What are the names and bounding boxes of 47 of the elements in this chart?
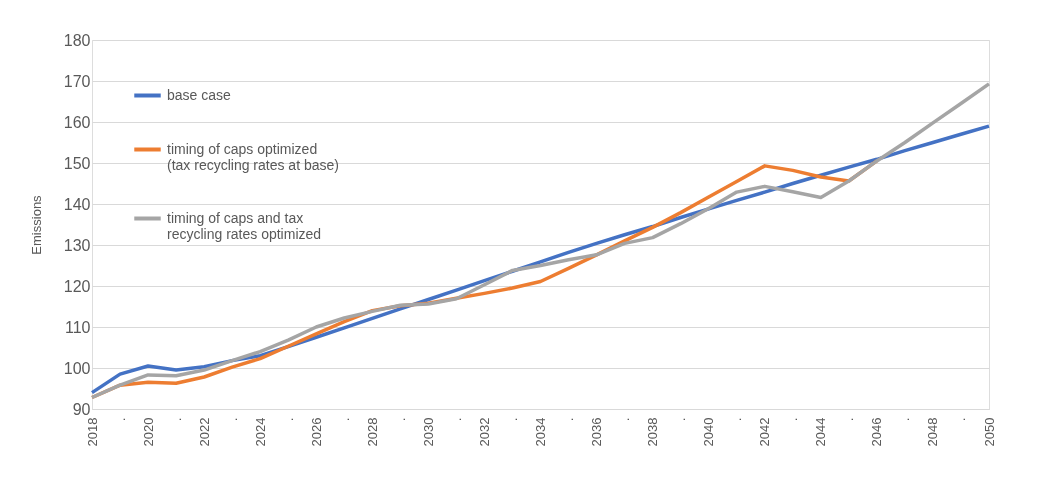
- legend-label: base case: [167, 86, 232, 103]
- legend-label: timing of caps optimized (tax recycling rates at base): [167, 140, 339, 173]
- x-tick-label: 2032: [476, 417, 492, 447]
- x-tick-label: 2030: [420, 417, 436, 447]
- y-tick-label: 160: [63, 113, 91, 131]
- x-tick-label: 2034: [533, 417, 548, 447]
- x-tick-label: 2046: [869, 417, 885, 447]
- x-tick-label: .: [168, 417, 184, 422]
- y-tick-label: 150: [63, 154, 91, 172]
- x-tick-label: 2018: [84, 417, 100, 447]
- y-tick-label: 130: [63, 236, 91, 254]
- x-tick-label: .: [785, 417, 801, 422]
- x-tick-label: 2024: [252, 417, 268, 447]
- x-tick-label: .: [336, 417, 352, 422]
- y-tick-label: 110: [64, 318, 91, 336]
- x-tick-label: .: [617, 417, 633, 422]
- x-tick-label: 2036: [589, 417, 605, 447]
- y-tick-label: 140: [63, 195, 91, 213]
- legend-label: timing of caps and tax recycling rates optimized: [167, 209, 322, 242]
- x-tick-label: .: [504, 417, 520, 422]
- y-tick-label: 90: [72, 400, 91, 418]
- x-tick-label: .: [729, 417, 745, 422]
- x-tick-label: 2044: [813, 417, 829, 447]
- x-tick-label: .: [280, 417, 296, 422]
- x-tick-label: .: [224, 417, 240, 422]
- x-tick-label: .: [392, 417, 408, 422]
- x-tick-label: 2050: [981, 417, 997, 447]
- y-tick-label: 180: [63, 31, 91, 49]
- y-tick-label: 100: [63, 359, 91, 377]
- x-tick-label: 2020: [140, 417, 156, 447]
- x-tick-label: 2028: [364, 417, 380, 447]
- x-tick-label: 2040: [701, 417, 717, 447]
- x-tick-label: 2042: [757, 417, 773, 447]
- x-tick-label: .: [448, 417, 464, 422]
- x-tick-label: 2022: [196, 417, 212, 447]
- y-tick-label: 170: [63, 72, 91, 90]
- x-tick-label: 2038: [645, 417, 661, 447]
- x-tick-label: 2026: [308, 417, 324, 447]
- x-tick-label: 2048: [925, 417, 941, 447]
- y-axis-title: Emissions: [28, 194, 44, 255]
- y-tick-label: 120: [63, 277, 91, 295]
- x-tick-label: .: [561, 417, 577, 422]
- x-tick-label: .: [112, 417, 128, 422]
- x-tick-label: .: [897, 417, 913, 422]
- x-tick-label: .: [953, 417, 969, 422]
- x-tick-label: .: [841, 417, 857, 422]
- x-tick-label: .: [673, 417, 689, 422]
